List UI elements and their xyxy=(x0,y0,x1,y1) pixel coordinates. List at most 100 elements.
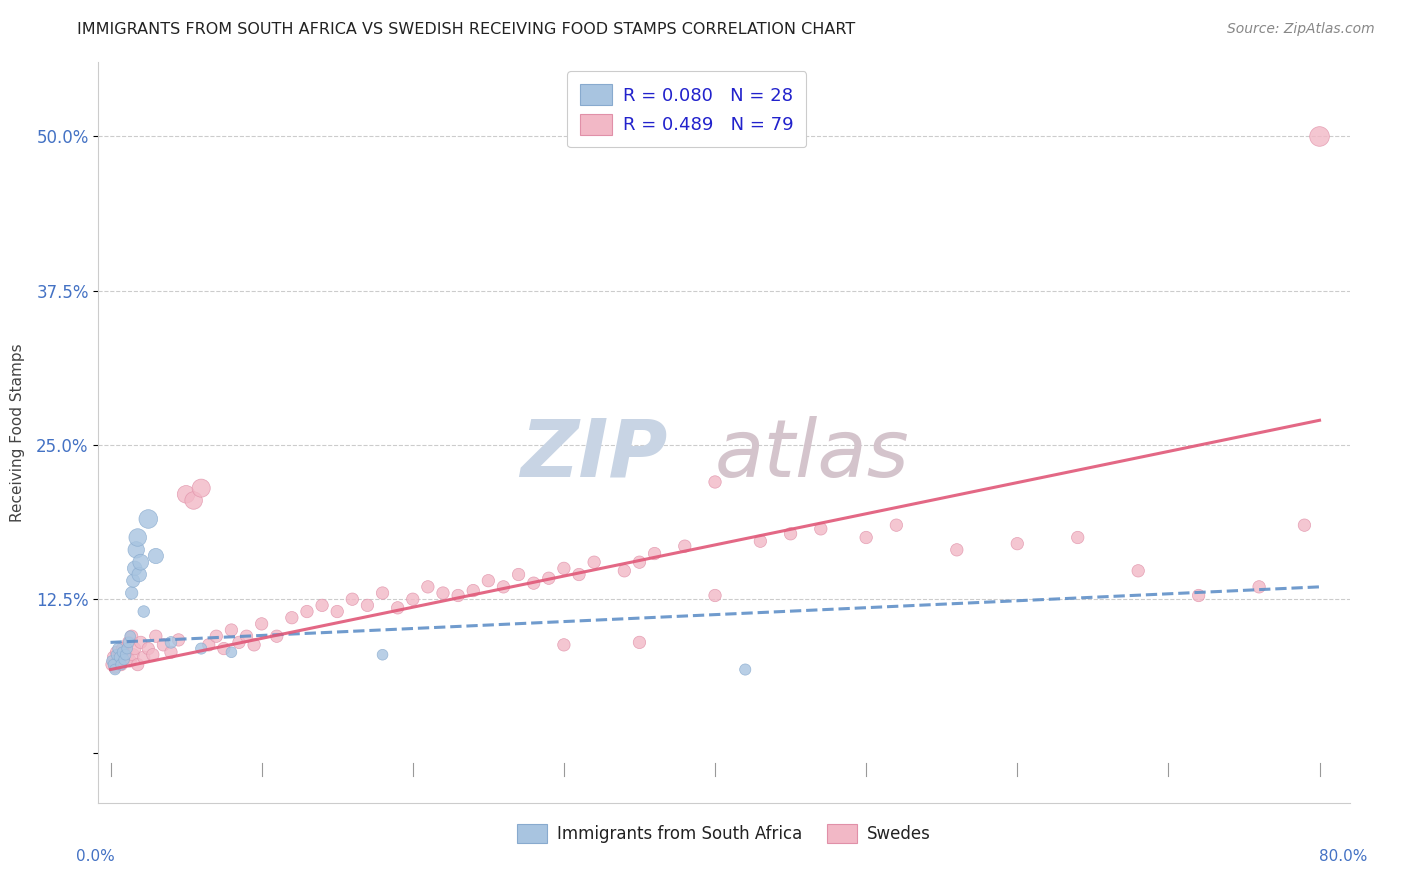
Point xyxy=(183,493,205,508)
Point xyxy=(779,526,801,541)
Point xyxy=(281,611,304,625)
Point xyxy=(124,641,146,656)
Point xyxy=(326,605,349,619)
Point xyxy=(120,629,142,643)
Point xyxy=(886,518,908,533)
Point xyxy=(749,534,772,549)
Point xyxy=(734,663,756,677)
Text: Source: ZipAtlas.com: Source: ZipAtlas.com xyxy=(1227,22,1375,37)
Point xyxy=(167,632,190,647)
Point xyxy=(111,641,134,656)
Point xyxy=(946,542,969,557)
Point xyxy=(174,487,197,501)
Point xyxy=(107,641,129,656)
Point xyxy=(371,586,394,600)
Point xyxy=(114,648,136,662)
Point xyxy=(190,481,212,495)
Point xyxy=(121,586,143,600)
Point xyxy=(136,512,159,526)
Point xyxy=(212,641,235,656)
Point xyxy=(628,635,651,649)
Point xyxy=(523,576,546,591)
Point xyxy=(387,600,409,615)
Point xyxy=(810,522,832,536)
Point xyxy=(108,650,131,665)
Point xyxy=(416,580,439,594)
Point xyxy=(122,574,145,588)
Legend: Immigrants from South Africa, Swedes: Immigrants from South Africa, Swedes xyxy=(510,817,938,850)
Point xyxy=(160,635,183,649)
Point xyxy=(221,623,243,637)
Point xyxy=(342,592,364,607)
Point xyxy=(402,592,425,607)
Point xyxy=(356,599,378,613)
Point xyxy=(145,629,167,643)
Point xyxy=(583,555,606,569)
Point xyxy=(104,663,127,677)
Point xyxy=(190,641,212,656)
Text: atlas: atlas xyxy=(714,416,910,494)
Point xyxy=(537,571,560,585)
Point xyxy=(295,605,318,619)
Point xyxy=(152,638,174,652)
Point xyxy=(221,645,243,659)
Point xyxy=(110,657,132,672)
Point xyxy=(120,654,142,668)
Point xyxy=(855,531,877,545)
Point xyxy=(1128,564,1150,578)
Point xyxy=(129,555,152,569)
Point xyxy=(142,648,165,662)
Point xyxy=(136,641,159,656)
Point xyxy=(1294,518,1316,533)
Point xyxy=(132,605,155,619)
Point xyxy=(250,616,273,631)
Point xyxy=(101,654,124,668)
Point xyxy=(628,555,651,569)
Point xyxy=(553,561,575,575)
Point xyxy=(132,650,155,665)
Point xyxy=(125,542,148,557)
Point xyxy=(127,657,149,672)
Point xyxy=(1067,531,1090,545)
Point xyxy=(121,629,143,643)
Point xyxy=(197,638,219,652)
Point xyxy=(477,574,499,588)
Point xyxy=(371,648,394,662)
Point xyxy=(432,586,454,600)
Point xyxy=(266,629,288,643)
Point xyxy=(508,567,530,582)
Point xyxy=(115,641,138,656)
Point xyxy=(108,648,131,662)
Point xyxy=(103,657,125,672)
Text: 80.0%: 80.0% xyxy=(1319,849,1367,863)
Point xyxy=(103,650,125,665)
Point xyxy=(105,645,128,659)
Point xyxy=(553,638,575,652)
Point xyxy=(105,648,128,662)
Point xyxy=(1309,129,1331,144)
Point xyxy=(311,599,333,613)
Point xyxy=(129,635,152,649)
Point xyxy=(704,475,727,489)
Point xyxy=(145,549,167,563)
Point xyxy=(107,653,129,667)
Point xyxy=(1007,536,1029,550)
Point xyxy=(644,547,666,561)
Point xyxy=(243,638,266,652)
Point xyxy=(117,635,139,649)
Point xyxy=(463,583,485,598)
Point xyxy=(160,645,183,659)
Point xyxy=(235,629,257,643)
Point xyxy=(110,657,132,672)
Text: 0.0%: 0.0% xyxy=(76,849,115,863)
Point xyxy=(568,567,591,582)
Point xyxy=(492,580,515,594)
Point xyxy=(117,635,139,649)
Point xyxy=(122,648,145,662)
Point xyxy=(112,653,135,667)
Point xyxy=(673,539,696,553)
Text: ZIP: ZIP xyxy=(520,416,668,494)
Text: IMMIGRANTS FROM SOUTH AFRICA VS SWEDISH RECEIVING FOOD STAMPS CORRELATION CHART: IMMIGRANTS FROM SOUTH AFRICA VS SWEDISH … xyxy=(77,22,856,37)
Point xyxy=(613,564,636,578)
Y-axis label: Receiving Food Stamps: Receiving Food Stamps xyxy=(10,343,25,522)
